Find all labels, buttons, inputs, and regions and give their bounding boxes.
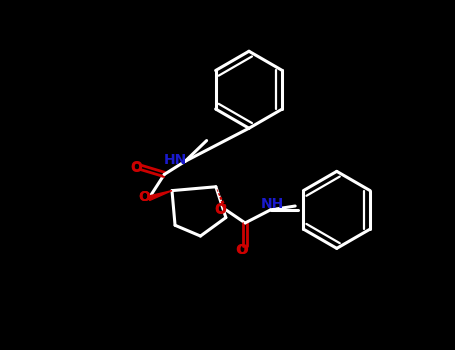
Polygon shape [148,191,172,201]
Text: O: O [214,202,226,216]
Text: O: O [235,243,247,257]
Text: O: O [138,190,150,204]
Text: O: O [236,243,248,257]
Text: O: O [138,190,150,204]
Text: HN: HN [164,153,187,167]
Text: O: O [214,203,226,217]
Text: O: O [130,160,142,174]
Text: NH: NH [260,197,284,211]
Text: O: O [131,161,142,175]
